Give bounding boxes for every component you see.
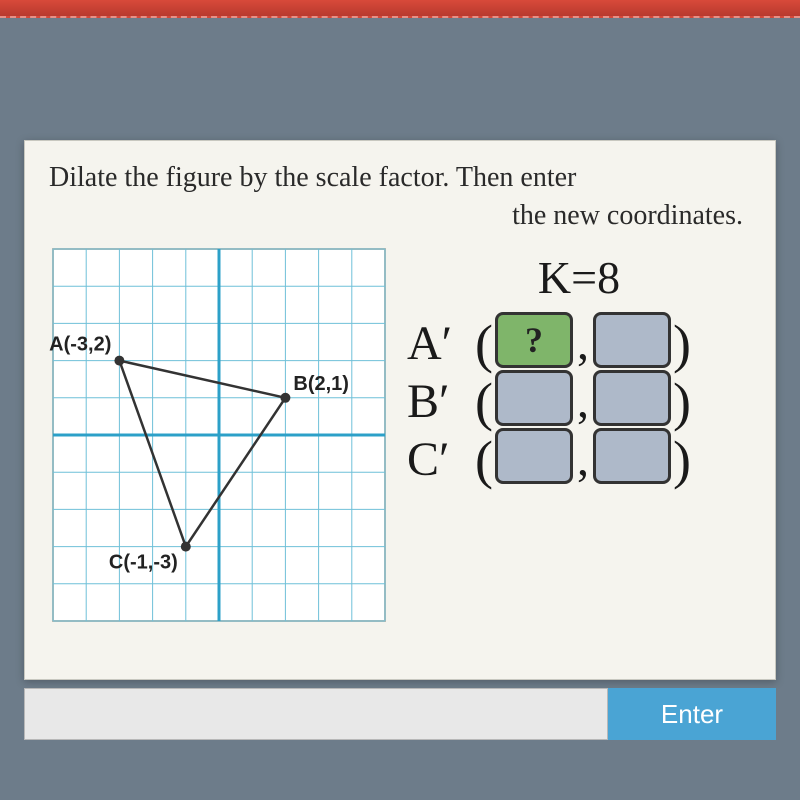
x-slot-text: ? <box>525 319 543 361</box>
graph-svg: A(-3,2) B(2,1) C(-1,-3) <box>49 245 389 625</box>
prompt-line-2: the new coordinates. <box>49 197 751 235</box>
x-slot[interactable] <box>495 370 573 426</box>
answer-input[interactable] <box>24 688 608 740</box>
scale-factor: K=8 <box>407 251 751 304</box>
y-slot[interactable] <box>593 312 671 368</box>
coord-label: A′ <box>407 316 475 371</box>
answer-panel: K=8 A′(?,)B′(,)C′(,) <box>407 245 751 625</box>
x-slot[interactable]: ? <box>495 312 573 368</box>
coord-label: B′ <box>407 374 475 429</box>
input-bar: Enter <box>24 688 776 740</box>
enter-button[interactable]: Enter <box>608 688 776 740</box>
svg-text:C(-1,-3): C(-1,-3) <box>109 551 178 573</box>
coord-label: C′ <box>407 432 475 487</box>
paren-open: ( <box>475 375 493 429</box>
coord-row-C′: C′(,) <box>407 432 751 488</box>
y-slot[interactable] <box>593 370 671 426</box>
window-top-accent <box>0 0 800 18</box>
coord-row-A′: A′(?,) <box>407 316 751 372</box>
paren-open: ( <box>475 433 493 487</box>
content-row: A(-3,2)B(2,1)C(-1,-3) K=8 A′(?,)B′(,)C′(… <box>49 245 751 625</box>
y-slot[interactable] <box>593 428 671 484</box>
paren-open: ( <box>475 317 493 371</box>
coord-row-B′: B′(,) <box>407 374 751 430</box>
problem-card: Dilate the figure by the scale factor. T… <box>24 140 776 680</box>
svg-text:A(-3,2): A(-3,2) <box>49 333 111 355</box>
coordinate-graph: A(-3,2) B(2,1) C(-1,-3) <box>49 245 389 625</box>
paren-close: ) <box>673 317 691 371</box>
paren-close: ) <box>673 375 691 429</box>
comma: , <box>577 316 589 371</box>
comma: , <box>577 432 589 487</box>
prompt-text: Dilate the figure by the scale factor. T… <box>49 159 751 235</box>
x-slot[interactable] <box>495 428 573 484</box>
svg-text:B(2,1): B(2,1) <box>293 372 349 394</box>
paren-close: ) <box>673 433 691 487</box>
comma: , <box>577 374 589 429</box>
prompt-line-1: Dilate the figure by the scale factor. T… <box>49 162 576 193</box>
